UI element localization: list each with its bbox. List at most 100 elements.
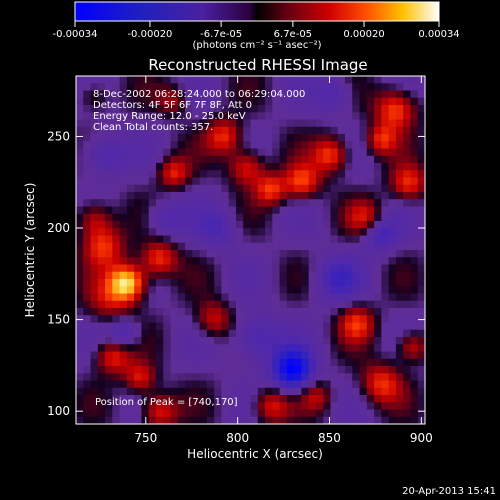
- heatmap-cell: [243, 344, 252, 353]
- heatmap-cell: [199, 228, 208, 237]
- heatmap-cell: [76, 213, 84, 222]
- heatmap-cell: [323, 402, 332, 411]
- heatmap-cell: [141, 192, 150, 200]
- heatmap-cell: [381, 97, 390, 106]
- heatmap-cell: [163, 329, 172, 338]
- heatmap-cell: [192, 271, 201, 280]
- heatmap-cell: [388, 192, 397, 200]
- heatmap-cell: [83, 315, 92, 324]
- heatmap-cell: [155, 170, 164, 179]
- heatmap-cell: [177, 134, 186, 142]
- heatmap-cell: [417, 177, 426, 186]
- heatmap-cell: [417, 373, 426, 382]
- heatmap-cell: [359, 308, 368, 316]
- heatmap-cell: [294, 126, 302, 135]
- heatmap-cell: [257, 213, 266, 222]
- heatmap-cell: [374, 76, 382, 84]
- heatmap-cell: [243, 329, 252, 338]
- heatmap-cell: [177, 402, 186, 411]
- heatmap-cell: [388, 387, 397, 396]
- heatmap-cell: [250, 344, 259, 353]
- heatmap-cell: [126, 344, 135, 353]
- heatmap-cell: [381, 293, 390, 302]
- heatmap-cell: [235, 76, 244, 84]
- heatmap-cell: [112, 148, 121, 157]
- heatmap-cell: [163, 134, 172, 142]
- heatmap-cell: [286, 112, 295, 121]
- heatmap-cell: [417, 242, 426, 251]
- heatmap-cell: [141, 308, 150, 316]
- heatmap-cell: [381, 351, 390, 360]
- heatmap-cell: [272, 279, 281, 287]
- heatmap-cell: [301, 402, 310, 411]
- heatmap-cell: [97, 177, 106, 186]
- heatmap-cell: [214, 97, 223, 106]
- heatmap-cell: [381, 184, 390, 193]
- heatmap-cell: [141, 141, 150, 150]
- heatmap-cell: [126, 148, 135, 157]
- heatmap-cell: [345, 170, 353, 179]
- heatmap-cell: [97, 148, 106, 157]
- heatmap-cell: [119, 279, 128, 287]
- heatmap-cell: [112, 409, 121, 418]
- heatmap-cell: [286, 148, 295, 157]
- heatmap-cell: [359, 387, 368, 396]
- heatmap-cell: [395, 97, 404, 106]
- heatmap-cell: [221, 141, 230, 150]
- heatmap-cell: [155, 322, 164, 331]
- heatmap-cell: [301, 366, 310, 374]
- heatmap-cell: [126, 112, 135, 121]
- heatmap-cell: [337, 293, 346, 302]
- heatmap-cell: [170, 192, 179, 200]
- heatmap-cell: [345, 271, 353, 280]
- heatmap-cell: [221, 402, 230, 411]
- colorbar-ticks: -0.00034 -0.00020 -6.7e-05 6.7e-05 0.00020 0.…: [53, 21, 460, 40]
- heatmap-cell: [294, 358, 302, 367]
- heatmap-cell: [265, 315, 273, 324]
- heatmap-cell: [315, 395, 324, 403]
- heatmap-cell: [359, 105, 368, 113]
- heatmap-cell: [192, 148, 201, 157]
- heatmap-cell: [185, 286, 193, 295]
- heatmap-cell: [155, 119, 164, 128]
- heatmap-cell: [185, 416, 193, 425]
- heatmap-cell: [301, 250, 310, 258]
- heatmap-cell: [105, 126, 113, 135]
- heatmap-cell: [192, 416, 201, 425]
- heatmap-cell: [185, 373, 193, 382]
- heatmap-cell: [395, 344, 404, 353]
- heatmap-cell: [76, 366, 84, 374]
- heatmap-cell: [148, 206, 157, 215]
- heatmap-cell: [214, 112, 223, 121]
- heatmap-cell: [76, 163, 84, 171]
- heatmap-cell: [410, 192, 419, 200]
- heatmap-cell: [265, 387, 273, 396]
- heatmap-cell: [83, 271, 92, 280]
- heatmap-cell: [119, 395, 128, 403]
- heatmap-cell: [235, 221, 244, 229]
- heatmap-cell: [286, 351, 295, 360]
- heatmap-cell: [359, 97, 368, 106]
- heatmap-cell: [206, 228, 215, 237]
- heatmap-cell: [381, 322, 390, 331]
- heatmap-cell: [112, 300, 121, 309]
- heatmap-cell: [388, 366, 397, 374]
- heatmap-cell: [250, 126, 259, 135]
- info-clean-counts: Clean Total counts: 357.: [93, 122, 213, 133]
- heatmap-cell: [170, 279, 179, 287]
- heatmap-cell: [112, 126, 121, 135]
- heatmap-cell: [192, 402, 201, 411]
- heatmap-cell: [366, 279, 375, 287]
- heatmap-cell: [286, 380, 295, 389]
- heatmap-cell: [352, 199, 361, 208]
- heatmap-cell: [330, 395, 339, 403]
- heatmap-cell: [337, 264, 346, 273]
- heatmap-cell: [192, 366, 201, 374]
- heatmap-cell: [374, 221, 382, 229]
- heatmap-cell: [206, 83, 215, 92]
- heatmap-cell: [388, 344, 397, 353]
- heatmap-cell: [83, 322, 92, 331]
- heatmap-cell: [323, 155, 332, 164]
- heatmap-cell: [366, 329, 375, 338]
- heatmap-cell: [279, 184, 288, 193]
